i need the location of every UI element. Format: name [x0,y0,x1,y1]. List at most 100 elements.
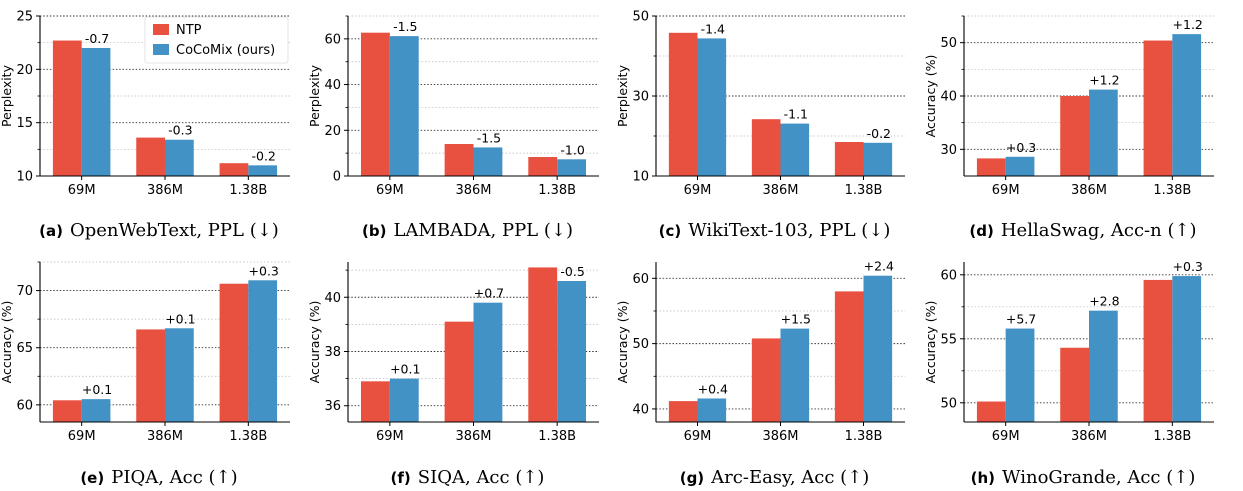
y-tick-label: 20 [324,124,341,139]
y-tick-label: 50 [940,36,957,51]
x-tick-label: 69M [992,429,1020,444]
bar-cocomix-386M [165,328,194,422]
y-axis-label: Accuracy (%) [0,301,14,384]
delta-label: +2.4 [864,259,894,274]
panel-caption-text: WinoGrande, Acc (↑) [1002,467,1195,488]
chart-panel-h: 50 55 60 +5.7 69M +2.8 386M +0.3 1.38B Accuracy (… [923,259,1214,488]
x-tick-label: 386M [147,429,183,444]
panel-tag: (f) [391,469,411,487]
y-tick-label: 65 [16,341,33,356]
y-tick-label: 38 [324,345,341,360]
x-tick-label: 1.38B [538,429,576,444]
panel-caption-text: PIQA, Acc (↑) [111,467,237,488]
x-tick-label: 386M [762,429,798,444]
x-tick-label: 1.38B [229,183,267,198]
y-tick-label: 70 [16,284,33,299]
bar-ntp-386M [136,329,165,422]
y-tick-label: 15 [16,116,33,131]
chart-panel-c: 10 30 50 -1.4 69M -1.1 386M -0.2 1.38B Perplexity… [615,10,905,241]
bar-ntp-69M [668,32,698,176]
bar-cocomix-69M [1005,156,1035,176]
y-tick-label: 30 [940,143,957,158]
x-tick-label: 386M [455,183,491,198]
panel-caption: (e) PIQA, Acc (↑) [80,467,237,488]
bar-cocomix-386M [780,328,810,422]
x-tick-label: 1.38B [1153,429,1191,444]
legend-swatch-cocomix [153,44,169,55]
panel-caption: (c) WikiText-103, PPL (↓) [659,220,891,241]
x-tick-label: 69M [684,183,712,198]
bar-ntp-69M [668,401,698,422]
legend-label-ntp: NTP [176,23,202,38]
y-tick-label: 60 [632,272,649,287]
bar-cocomix-1.38B [863,142,893,176]
bar-cocomix-1.38B [248,280,278,422]
y-axis-label: Accuracy (%) [923,55,938,138]
bar-cocomix-386M [780,123,810,176]
bar-ntp-386M [1060,347,1089,422]
panel-caption-text: HellaSwag, Acc-n (↑) [1001,220,1197,241]
y-axis-label: Accuracy (%) [307,301,322,384]
bar-cocomix-69M [389,378,419,422]
panel-tag: (d) [969,222,993,240]
y-axis-label: Perplexity [307,64,322,127]
delta-label: +0.3 [1173,259,1203,274]
delta-label: -0.5 [560,264,584,279]
x-tick-label: 69M [684,429,712,444]
panel-caption: (f) SIQA, Acc (↑) [391,467,545,488]
bar-ntp-69M [52,400,82,422]
panel-caption: (d) HellaSwag, Acc-n (↑) [969,220,1196,241]
y-tick-label: 60 [324,32,341,47]
bar-cocomix-69M [1005,328,1035,422]
delta-label: +0.7 [474,286,504,301]
delta-label: -1.5 [477,130,501,145]
delta-label: +1.2 [1089,73,1119,88]
panel-caption-text: WikiText-103, PPL (↓) [688,220,890,241]
x-tick-label: 69M [376,183,404,198]
x-tick-label: 1.38B [229,429,267,444]
legend: NTP CoCoMix (ours) [144,16,289,64]
bar-cocomix-69M [81,48,111,176]
bar-cocomix-1.38B [1172,34,1202,177]
y-tick-label: 0 [333,170,341,185]
bar-cocomix-1.38B [863,275,893,422]
bar-cocomix-386M [165,139,194,176]
bar-ntp-386M [751,338,781,422]
bar-ntp-1.38B [219,163,249,176]
panel-tag: (c) [659,222,682,240]
y-tick-label: 10 [16,170,33,185]
x-tick-label: 386M [1071,183,1107,198]
delta-label: -0.2 [252,148,276,163]
bar-cocomix-69M [81,399,111,422]
bar-ntp-386M [136,137,165,176]
legend-swatch-ntp [153,24,169,35]
y-tick-label: 40 [324,291,341,306]
bar-ntp-69M [360,32,390,176]
x-tick-label: 1.38B [538,183,576,198]
bar-ntp-1.38B [528,157,558,176]
x-tick-label: 69M [68,429,96,444]
delta-label: +0.3 [249,263,279,278]
delta-label: -0.7 [85,31,109,46]
y-tick-label: 36 [324,399,341,414]
x-tick-label: 69M [68,183,96,198]
y-tick-label: 40 [632,402,649,417]
x-tick-label: 1.38B [845,183,883,198]
chart-panel-f: 36 38 40 +0.1 69M +0.7 386M -0.5 1.38B Accuracy (… [307,262,599,488]
y-tick-label: 40 [324,78,341,93]
delta-label: -1.4 [701,21,725,36]
chart-panel-d: 30 40 50 +0.3 69M +1.2 386M +1.2 1.38B Accuracy (… [923,15,1214,241]
bar-ntp-386M [1060,96,1089,176]
bar-cocomix-69M [697,398,727,422]
bar-cocomix-69M [697,38,727,177]
y-tick-label: 20 [16,63,33,78]
bar-ntp-69M [976,158,1006,176]
chart-panel-g: 40 50 60 +0.4 69M +1.5 386M +2.4 1.38B Accuracy (… [615,259,905,488]
delta-label: -1.1 [784,107,808,122]
bar-ntp-1.38B [1143,279,1173,422]
x-tick-label: 69M [992,183,1020,198]
delta-label: -0.3 [168,123,192,138]
delta-label: +1.5 [781,312,811,327]
x-tick-label: 1.38B [845,429,883,444]
